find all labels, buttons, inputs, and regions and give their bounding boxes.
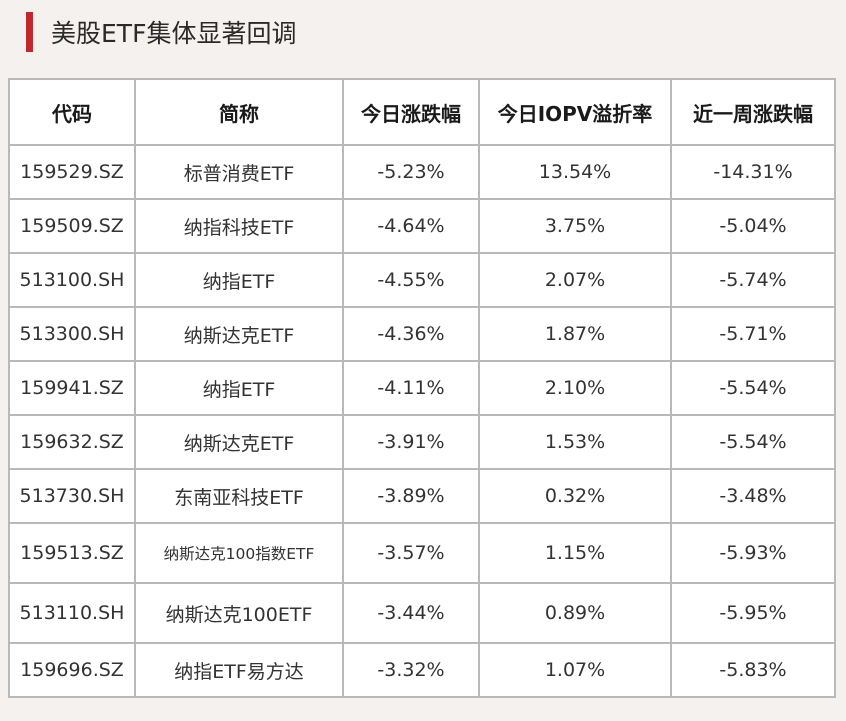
cell-today-change: -5.23% [342, 144, 480, 200]
table-row: 159632.SZ 纳斯达克ETF -3.91% 1.53% -5.54% [8, 414, 836, 470]
cell-code: 159529.SZ [8, 144, 136, 200]
cell-today-change: -4.11% [342, 360, 480, 416]
cell-name: 纳指科技ETF [134, 198, 344, 254]
cell-week-change: -5.71% [670, 306, 836, 362]
cell-code: 159513.SZ [8, 522, 136, 584]
cell-code: 159696.SZ [8, 642, 136, 698]
cell-code: 513100.SH [8, 252, 136, 308]
page-title: 美股ETF集体显著回调 [51, 19, 297, 48]
cell-iopv-premium: 13.54% [478, 144, 672, 200]
cell-name: 纳指ETF [134, 360, 344, 416]
table-row: 159529.SZ 标普消费ETF -5.23% 13.54% -14.31% [8, 144, 836, 200]
cell-name: 纳指ETF [134, 252, 344, 308]
cell-iopv-premium: 1.15% [478, 522, 672, 584]
header-today-change: 今日涨跌幅 [342, 78, 480, 146]
cell-today-change: -3.44% [342, 582, 480, 644]
cell-code: 513300.SH [8, 306, 136, 362]
cell-code: 513110.SH [8, 582, 136, 644]
cell-iopv-premium: 1.07% [478, 642, 672, 698]
cell-week-change: -14.31% [670, 144, 836, 200]
cell-iopv-premium: 1.87% [478, 306, 672, 362]
cell-name: 纳指ETF易方达 [134, 642, 344, 698]
title-bar: 美股ETF集体显著回调 [26, 12, 296, 52]
cell-iopv-premium: 2.10% [478, 360, 672, 416]
cell-name: 纳斯达克100指数ETF [134, 522, 344, 584]
cell-week-change: -5.93% [670, 522, 836, 584]
table-row: 513110.SH 纳斯达克100ETF -3.44% 0.89% -5.95% [8, 582, 836, 644]
cell-today-change: -3.91% [342, 414, 480, 470]
cell-week-change: -5.83% [670, 642, 836, 698]
header-code: 代码 [8, 78, 136, 146]
cell-code: 159941.SZ [8, 360, 136, 416]
table-row: 513300.SH 纳斯达克ETF -4.36% 1.87% -5.71% [8, 306, 836, 362]
cell-week-change: -5.04% [670, 198, 836, 254]
cell-week-change: -3.48% [670, 468, 836, 524]
cell-today-change: -3.32% [342, 642, 480, 698]
cell-code: 159632.SZ [8, 414, 136, 470]
header-name: 简称 [134, 78, 344, 146]
cell-iopv-premium: 1.53% [478, 414, 672, 470]
cell-iopv-premium: 0.89% [478, 582, 672, 644]
cell-code: 159509.SZ [8, 198, 136, 254]
cell-week-change: -5.95% [670, 582, 836, 644]
cell-week-change: -5.74% [670, 252, 836, 308]
table-row: 159941.SZ 纳指ETF -4.11% 2.10% -5.54% [8, 360, 836, 416]
cell-week-change: -5.54% [670, 360, 836, 416]
title-accent-bar [26, 12, 33, 52]
header-week-change: 近一周涨跌幅 [670, 78, 836, 146]
cell-name: 纳斯达克ETF [134, 306, 344, 362]
header-iopv-premium: 今日IOPV溢折率 [478, 78, 672, 146]
table-row: 159513.SZ 纳斯达克100指数ETF -3.57% 1.15% -5.9… [8, 522, 836, 584]
cell-iopv-premium: 3.75% [478, 198, 672, 254]
cell-today-change: -4.55% [342, 252, 480, 308]
cell-code: 513730.SH [8, 468, 136, 524]
etf-table: 代码 简称 今日涨跌幅 今日IOPV溢折率 近一周涨跌幅 159529.SZ 标… [8, 78, 836, 698]
table-row: 513730.SH 东南亚科技ETF -3.89% 0.32% -3.48% [8, 468, 836, 524]
cell-name: 纳斯达克100ETF [134, 582, 344, 644]
cell-name: 东南亚科技ETF [134, 468, 344, 524]
table-header-row: 代码 简称 今日涨跌幅 今日IOPV溢折率 近一周涨跌幅 [8, 78, 836, 146]
cell-name: 纳斯达克ETF [134, 414, 344, 470]
cell-iopv-premium: 2.07% [478, 252, 672, 308]
cell-today-change: -4.64% [342, 198, 480, 254]
cell-today-change: -3.57% [342, 522, 480, 584]
table-row: 159509.SZ 纳指科技ETF -4.64% 3.75% -5.04% [8, 198, 836, 254]
cell-today-change: -3.89% [342, 468, 480, 524]
table-row: 159696.SZ 纳指ETF易方达 -3.32% 1.07% -5.83% [8, 642, 836, 698]
cell-week-change: -5.54% [670, 414, 836, 470]
cell-iopv-premium: 0.32% [478, 468, 672, 524]
table-row: 513100.SH 纳指ETF -4.55% 2.07% -5.74% [8, 252, 836, 308]
cell-name: 标普消费ETF [134, 144, 344, 200]
cell-today-change: -4.36% [342, 306, 480, 362]
